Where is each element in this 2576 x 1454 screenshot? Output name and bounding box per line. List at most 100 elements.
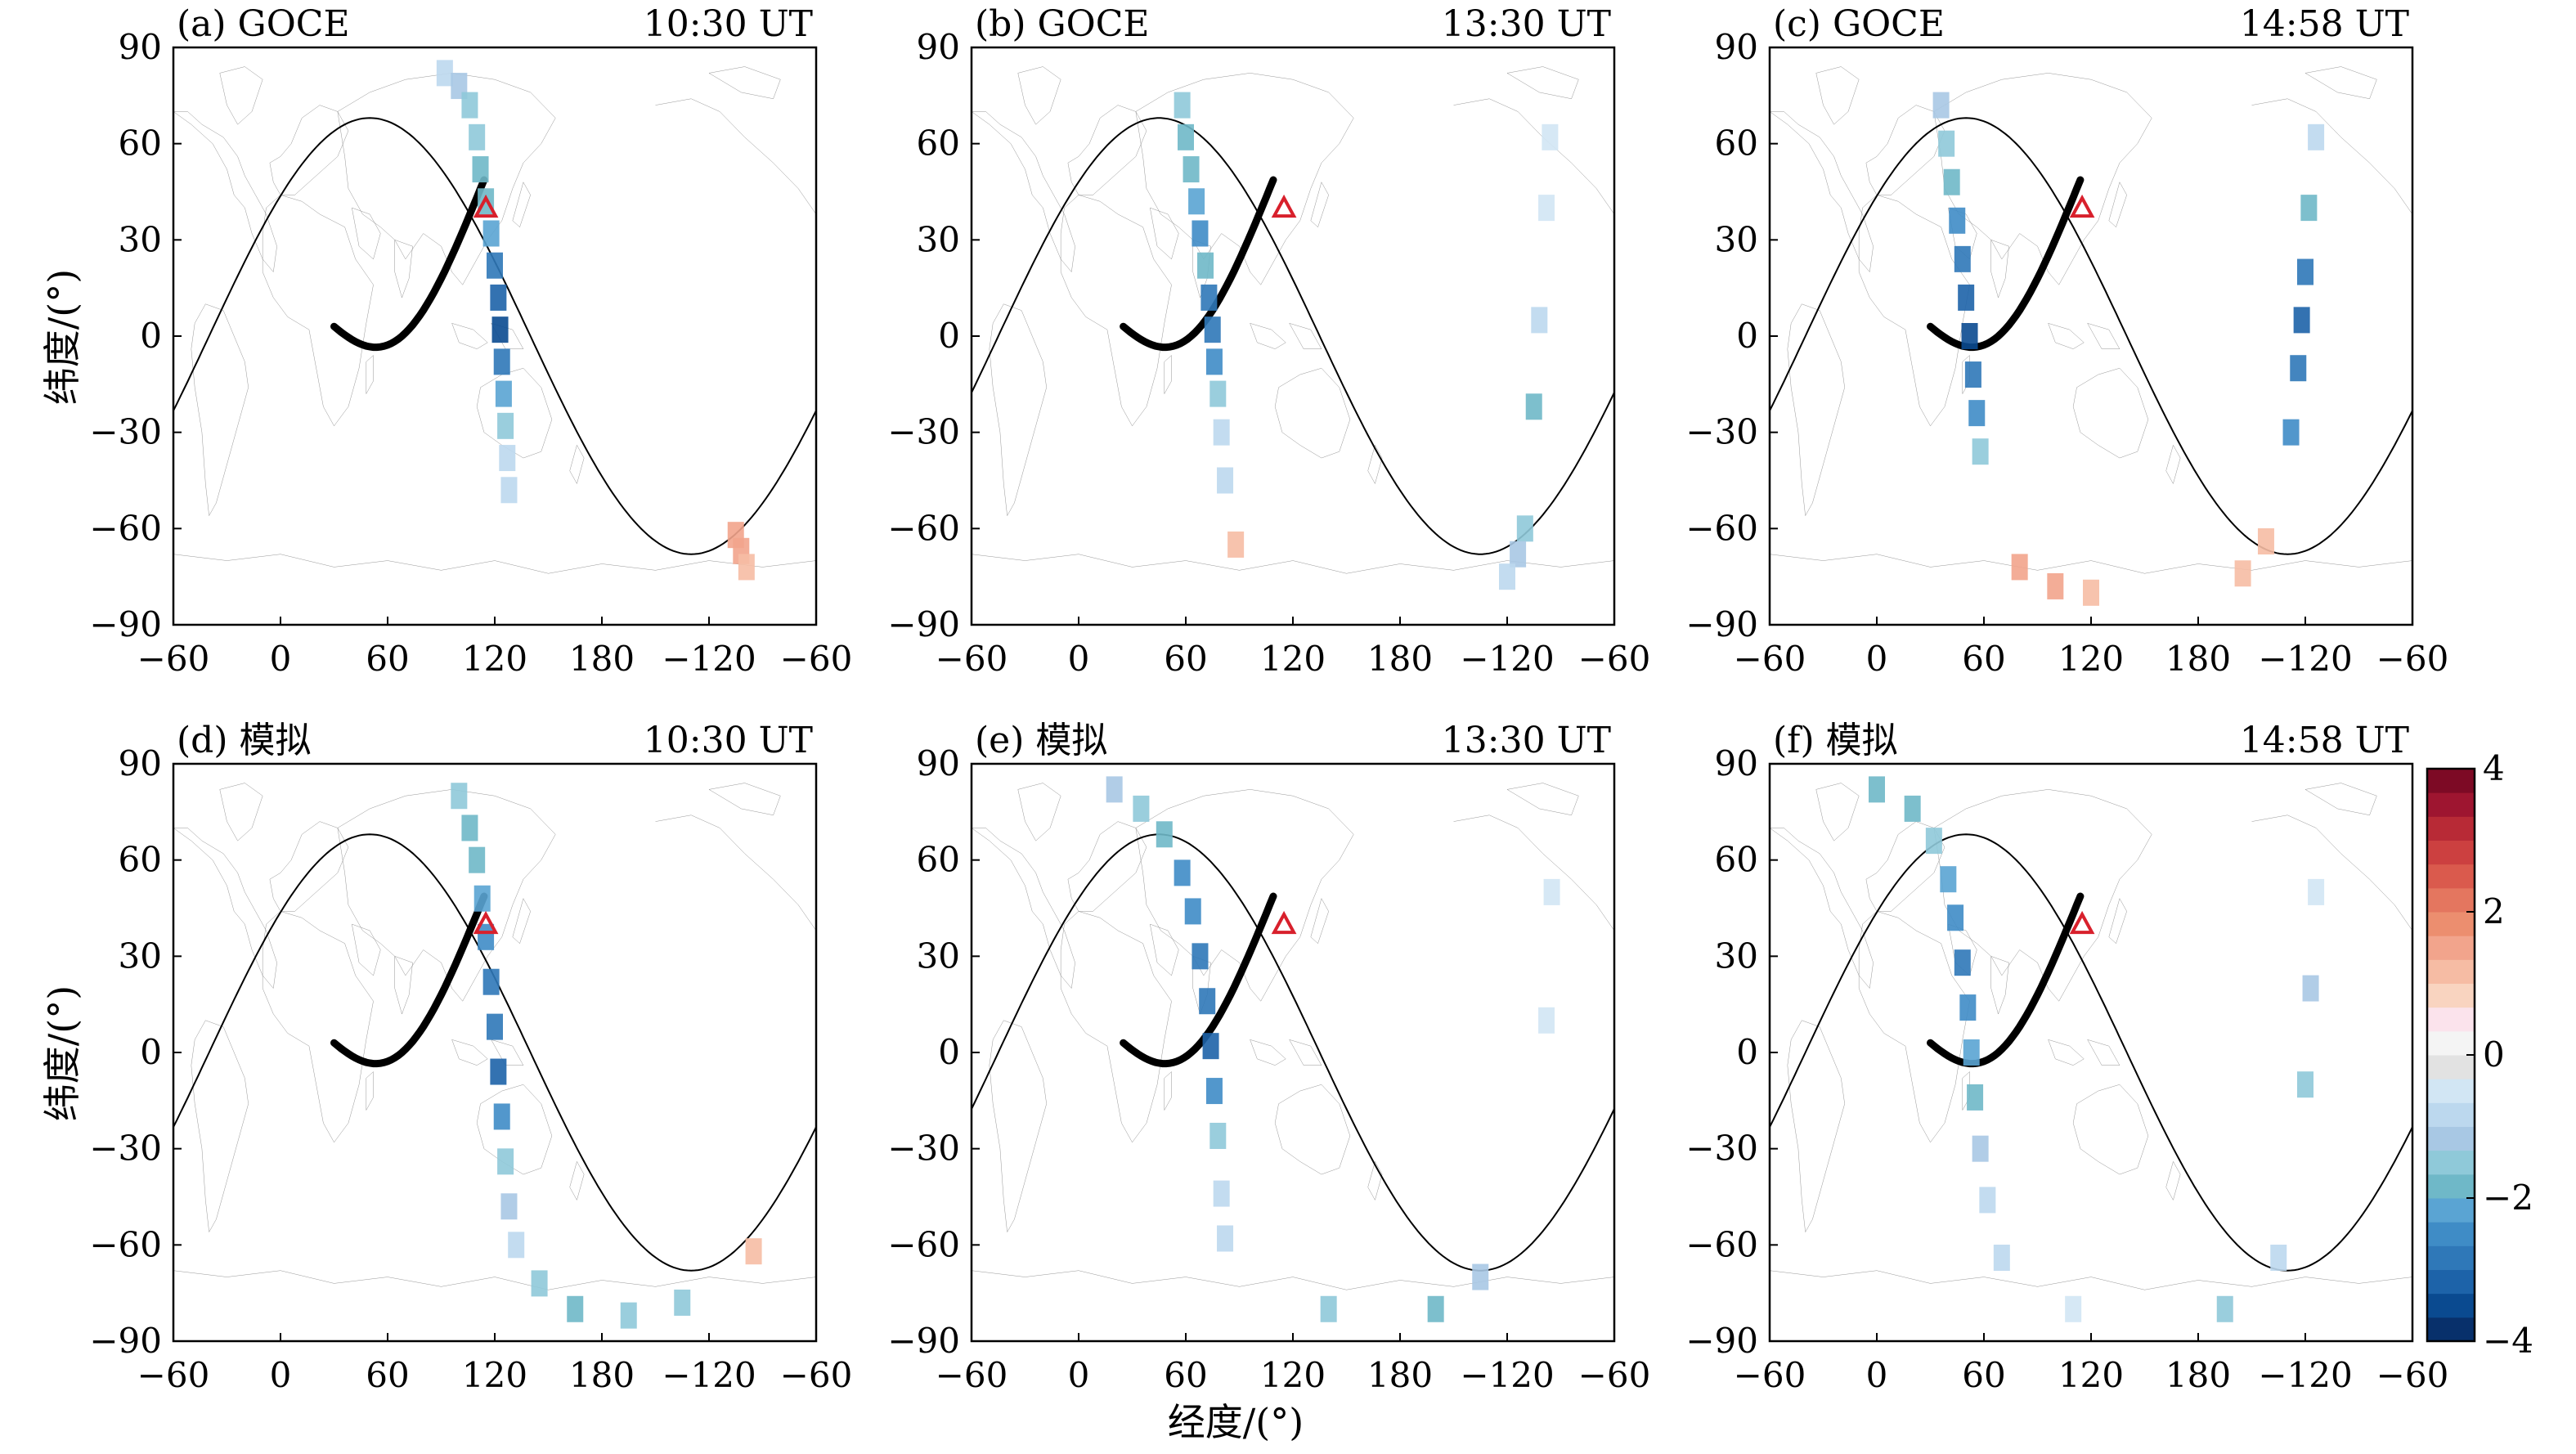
data-point [1202, 1033, 1219, 1060]
colorbar-segment [2427, 1007, 2475, 1032]
x-tick-label: −120 [662, 1355, 756, 1395]
data-point [1174, 92, 1191, 119]
colorbar-segment [2427, 959, 2475, 984]
panel-title-left: (c) GOCE [1773, 3, 1945, 45]
data-point [2297, 258, 2313, 285]
colorbar-segment [2427, 1269, 2475, 1295]
x-tick-label: −120 [2258, 639, 2352, 679]
data-point [451, 783, 468, 810]
data-point [1213, 419, 1230, 446]
colorbar-segment [2427, 1079, 2475, 1103]
y-tick-label: 0 [140, 316, 162, 356]
data-point [1538, 1007, 1555, 1034]
x-tick-label: 60 [1962, 639, 2005, 679]
panel-title-right: 14:58 UT [2240, 720, 2409, 761]
plot-frame [970, 762, 1616, 1343]
data-point [2234, 560, 2251, 587]
x-tick-label: −120 [662, 639, 756, 679]
y-tick-label: 60 [917, 840, 960, 880]
x-tick-label: −60 [780, 639, 853, 679]
data-point [1959, 994, 1977, 1021]
x-tick-label: −120 [1460, 639, 1554, 679]
data-point [1184, 898, 1201, 925]
y-tick-label: 30 [917, 219, 960, 259]
data-point [1531, 307, 1548, 334]
data-point [2065, 1295, 2082, 1322]
data-point [1869, 776, 1885, 803]
colorbar-segment [2427, 1126, 2475, 1151]
data-point [1963, 1039, 1980, 1066]
data-point [469, 123, 486, 150]
x-tick-label: 0 [1866, 639, 1888, 679]
data-point [620, 1302, 637, 1329]
data-point [674, 1289, 691, 1316]
world-coastlines [972, 782, 1614, 1291]
data-point [1205, 1078, 1223, 1105]
magnetic-equator-line [1120, 176, 1277, 352]
panel-title-right: 13:30 UT [1442, 720, 1611, 761]
colorbar-segment [2427, 1102, 2475, 1127]
data-point [1213, 1180, 1230, 1207]
y-tick-label: 0 [938, 1032, 960, 1072]
data-point [1932, 92, 1950, 119]
y-tick-label: 90 [1715, 743, 1758, 783]
data-point [495, 380, 512, 407]
colorbar-tick-label: 0 [2483, 1034, 2505, 1075]
colorbar-segment [2427, 912, 2475, 936]
data-point [508, 1232, 525, 1259]
colorbar-tick-label: 4 [2483, 748, 2505, 788]
data-point [2011, 554, 2028, 581]
data-point [2282, 419, 2300, 446]
colorbar-segment [2427, 816, 2475, 841]
data-point [2308, 878, 2325, 905]
data-point [2297, 1071, 2313, 1098]
data-point [1538, 195, 1555, 222]
colorbar-segment [2427, 887, 2475, 913]
data-point [1940, 866, 1957, 893]
y-tick-label: 90 [119, 743, 162, 783]
data-point [1209, 1122, 1227, 1149]
y-tick-label: −90 [1685, 1321, 1758, 1361]
data-point [1954, 949, 1971, 976]
x-tick-label: 120 [462, 1355, 527, 1395]
data-point [1949, 207, 1966, 234]
data-point [1525, 393, 1542, 420]
x-tick-label: −60 [2376, 639, 2449, 679]
x-tick-label: 60 [1164, 1355, 1207, 1395]
y-tick-label: −30 [887, 412, 960, 452]
data-point [499, 445, 516, 472]
station-triangle-icon [473, 194, 499, 218]
terminator-line [1770, 833, 2412, 1272]
colorbar-segment [2427, 1055, 2475, 1079]
data-point [2290, 355, 2307, 382]
colorbar: 4 2 0 −2 −4 [2426, 748, 2533, 1361]
x-tick-label: −60 [780, 1355, 853, 1395]
data-point [436, 60, 453, 87]
panel-title-right: 13:30 UT [1442, 3, 1611, 45]
y-tick-label: −60 [887, 1224, 960, 1264]
data-point [1904, 795, 1921, 822]
data-point [500, 477, 518, 504]
data-point [738, 554, 755, 581]
terminator-line [972, 117, 1614, 555]
data-point [497, 412, 514, 439]
data-point [2308, 123, 2325, 150]
data-point [1967, 1084, 1984, 1111]
x-tick-label: 120 [1260, 1355, 1326, 1395]
data-point [1968, 400, 1986, 427]
data-point [2270, 1245, 2287, 1272]
data-point [1205, 348, 1223, 375]
y-tick-label: 90 [119, 27, 162, 67]
x-tick-label: 180 [569, 639, 635, 679]
panel-title-left: (b) GOCE [975, 3, 1150, 45]
y-tick-label: −30 [1685, 412, 1758, 452]
data-point [1178, 123, 1194, 150]
y-axis-label-top: 纬度/(°) [40, 269, 84, 405]
data-point [1964, 361, 1981, 388]
terminator-line [972, 833, 1614, 1272]
panel-title-right: 14:58 UT [2240, 3, 2409, 45]
data-point [1199, 988, 1216, 1015]
plot-frame [1768, 762, 2414, 1343]
